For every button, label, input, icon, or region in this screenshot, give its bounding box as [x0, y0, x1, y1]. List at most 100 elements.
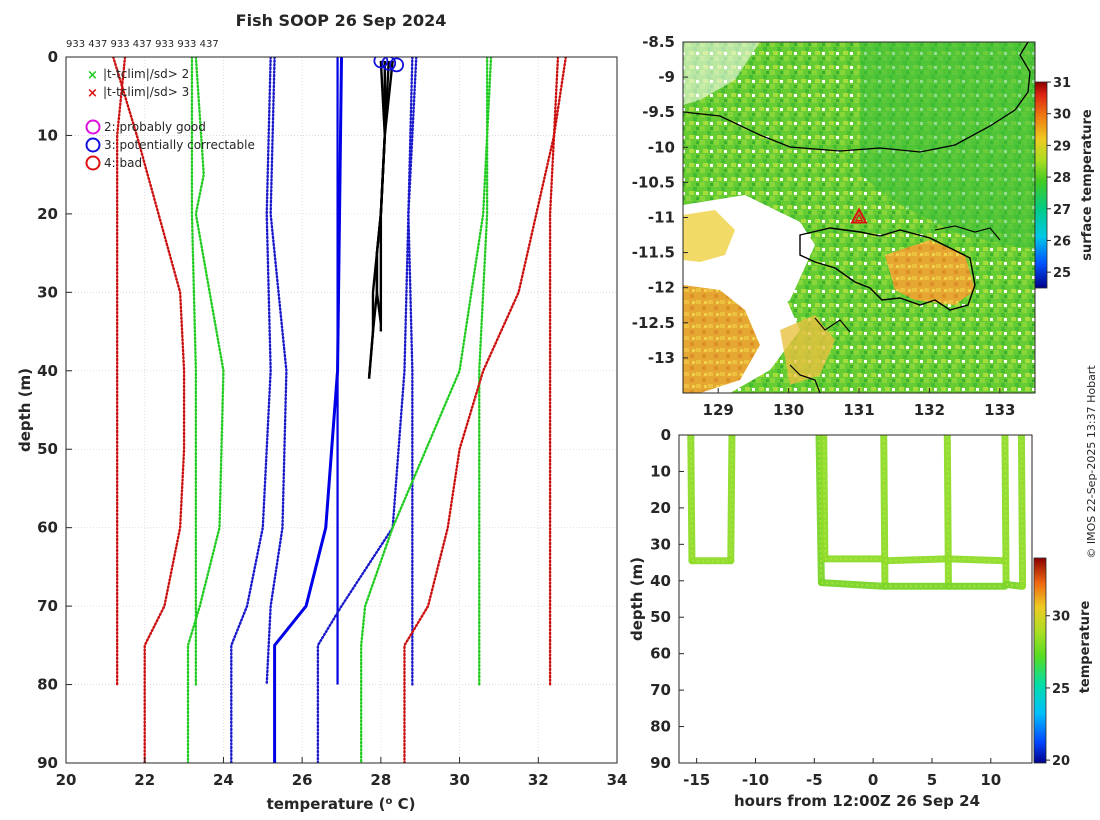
depth-time-plot-area — [679, 435, 1032, 763]
legend-label-flag2: 2: probably good — [104, 120, 206, 134]
profile-series-profile-4 — [367, 60, 394, 379]
profile-xlabel: temperature (o C) — [267, 795, 416, 813]
flag-circle-marker — [373, 57, 389, 69]
temp-colorbar-tick-label: 25 — [1052, 682, 1070, 697]
map-ytick-label: -11 — [648, 209, 675, 227]
legend-label-flag3: 3: potentially correctable — [104, 138, 255, 152]
depth-time-segment-dots — [884, 557, 948, 562]
map-ytick-label: -10.5 — [632, 173, 675, 191]
profile-xtick-label: 24 — [213, 771, 234, 789]
sst-colorbar: 25 26 27 28 29 30 31 surface temperature — [1034, 76, 1095, 289]
legend-x-red-icon: × — [87, 86, 98, 101]
map-xtick-label: 129 — [703, 401, 734, 419]
depth-time-segment — [1001, 435, 1010, 588]
profile-ylabel: depth (m) — [16, 368, 34, 452]
legend-label-flag4: 4: bad — [104, 156, 142, 170]
sst-colorbar-tick-label: 27 — [1053, 203, 1071, 218]
profile-series-mean-3sd-b — [548, 57, 560, 686]
profile-series-mean-3sd-b — [115, 57, 127, 686]
profile-chart: 20 22 24 26 28 30 32 34 0 10 20 30 40 50 60 70 80 90 × |t… — [16, 48, 627, 813]
temp-colorbar-label: temperature — [1078, 601, 1093, 694]
credit-text: © IMOS 22-Sep-2025 13:37 Hobart — [1085, 365, 1098, 559]
profile-series-mean-3sd — [403, 57, 568, 763]
depth-time-segment-dots — [689, 435, 693, 561]
flag-circle-marker — [381, 57, 397, 71]
flag-circle-marker — [389, 57, 405, 73]
depth-time-ytick-label: 90 — [650, 754, 671, 772]
profile-series-mean-3sd — [112, 57, 186, 763]
depth-time-points — [687, 435, 1027, 590]
sst-colorbar-tick-label: 30 — [1053, 108, 1071, 123]
profile-ytick-label: 10 — [37, 126, 58, 144]
depth-time-segment-dots — [1020, 435, 1024, 587]
sst-colorbar-tick-label: 31 — [1053, 76, 1071, 91]
depth-time-xtick-label: -5 — [806, 771, 823, 789]
depth-time-axes-box — [678, 434, 1033, 764]
depth-time-ytick-label: 60 — [650, 645, 671, 663]
depth-time-ylabel: depth (m) — [628, 557, 646, 641]
profile-flag-markers — [373, 57, 405, 73]
profile-legend: × |t-tclim|/sd> 2 × |t-tclim|/sd> 3 2: p… — [85, 67, 255, 171]
depth-time-ytick-label: 10 — [650, 462, 671, 480]
map-ytick-label: -9.5 — [642, 103, 675, 121]
map-ytick-label: -13 — [648, 349, 675, 367]
profile-xtick-label: 34 — [607, 771, 628, 789]
sst-colorbar-tick-label: 25 — [1053, 266, 1071, 281]
profile-series-mean-1sd-b — [407, 57, 414, 686]
depth-time-ytick-label: 20 — [650, 499, 671, 517]
temp-colorbar-ticks: 20 25 30 — [1046, 610, 1070, 769]
sst-map: 129 130 131 132 133 -8.5 -9 -9.5 -10 -10.5 -11 -11.… — [632, 33, 1095, 419]
map-xtick-label: 133 — [984, 401, 1015, 419]
sst-colorbar-label: surface temperature — [1080, 109, 1095, 261]
map-xtick-label: 131 — [843, 401, 874, 419]
depth-time-segment — [944, 555, 1009, 565]
sst-colorbar-tick-label: 28 — [1053, 171, 1071, 186]
profile-ytick-label: 40 — [37, 362, 58, 380]
sst-map-field — [683, 42, 1035, 393]
legend-item-flag3: 3: potentially correctable — [85, 137, 255, 153]
profile-xtick-label: 28 — [370, 771, 391, 789]
ship-position-marker — [850, 207, 868, 224]
map-xtick-label: 132 — [914, 401, 945, 419]
depth-time-segment-dots — [822, 435, 826, 559]
legend-item-sd3: × |t-tclim|/sd> 3 — [87, 85, 189, 101]
profile-series-mean-2sd-b — [190, 57, 198, 686]
profile-ytick-label: 0 — [48, 48, 58, 66]
depth-time-xtick-label: 5 — [927, 771, 937, 789]
profile-ytick-label: 50 — [37, 440, 58, 458]
map-ytick-label: -12.5 — [632, 314, 675, 332]
profile-ytick-label: 90 — [37, 754, 58, 772]
profile-ytick-label: 80 — [37, 676, 58, 694]
profile-ytick-label: 20 — [37, 205, 58, 223]
temp-colorbar-tick-label: 20 — [1052, 754, 1070, 769]
profile-xtick-label: 32 — [528, 771, 549, 789]
depth-time-ytick-label: 70 — [650, 681, 671, 699]
legend-label-sd3: |t-tclim|/sd> 3 — [103, 85, 189, 99]
profile-series-mean-2sd — [186, 57, 225, 763]
sst-colorbar-tick-label: 29 — [1053, 139, 1071, 154]
depth-time-ytick-label: 0 — [661, 426, 671, 444]
temp-colorbar-tick-label: 30 — [1052, 610, 1070, 625]
depth-time-xtick-label: -10 — [742, 771, 769, 789]
depth-time-chart: -15 -10 -5 0 5 10 0 10 20 30 40 50 60 70 80 90 hours fr… — [628, 426, 1093, 810]
map-ytick-label: -9 — [658, 68, 675, 86]
depth-time-segment — [1002, 580, 1025, 590]
legend-item-sd2: × |t-tclim|/sd> 2 — [87, 67, 189, 83]
legend-item-flag4: 4: bad — [85, 155, 142, 171]
temp-colorbar: 20 25 30 temperature — [1033, 557, 1093, 769]
depth-time-xtick-label: 0 — [868, 771, 878, 789]
profile-series-mean-2sd-b — [478, 57, 489, 686]
figure-title: Fish SOOP 26 Sep 2024 — [236, 11, 447, 30]
legend-item-flag2: 2: probably good — [85, 119, 206, 135]
sst-map-ticks: 129 130 131 132 133 -8.5 -9 -9.5 -10 -10.5 -11 -11.… — [632, 33, 1016, 419]
profile-ytick-label: 60 — [37, 519, 58, 537]
map-ytick-label: -11.5 — [632, 244, 675, 262]
depth-time-ytick-label: 80 — [650, 718, 671, 736]
profile-series-mean-1sd-b — [265, 57, 288, 686]
profile-series-mean-1sd — [230, 57, 272, 763]
sst-colorbar-ticks: 25 26 27 28 29 30 31 — [1047, 76, 1071, 281]
legend-circle-red-icon — [85, 155, 101, 171]
legend-circle-magenta-icon — [85, 119, 101, 135]
profile-ticks: 20 22 24 26 28 30 32 34 0 10 20 30 40 50 60 70 80 90 — [37, 48, 627, 789]
